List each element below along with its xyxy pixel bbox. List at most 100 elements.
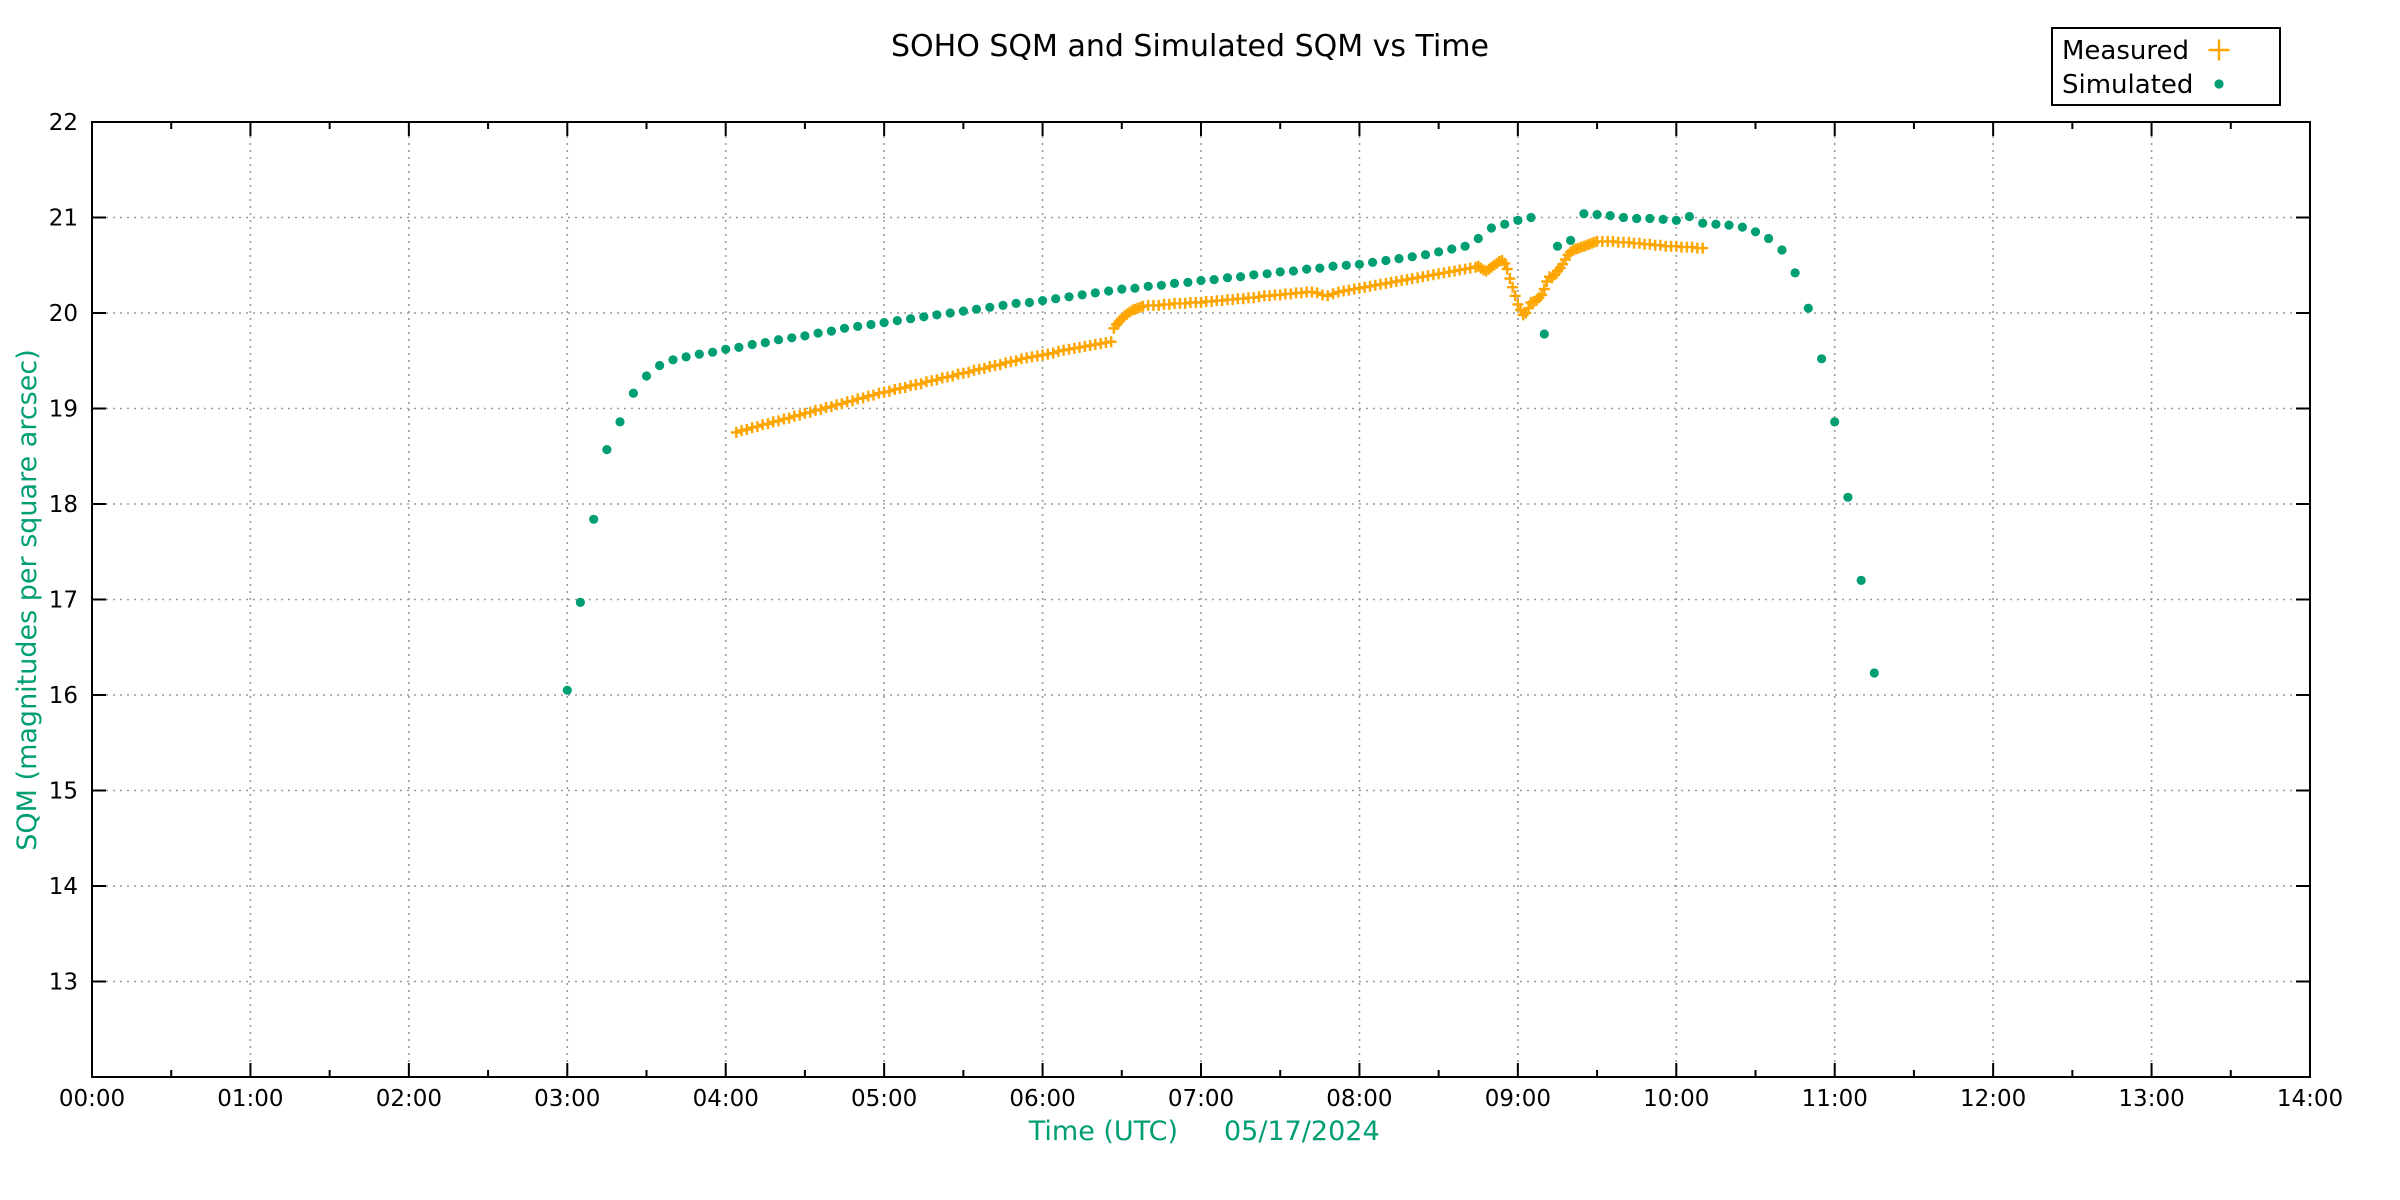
data-point-dot [1513, 215, 1523, 225]
x-axis-date: 05/17/2024 [1224, 1116, 1380, 1147]
data-point-dot [760, 338, 770, 348]
data-point-dot [1500, 219, 1510, 229]
data-point-dot [1684, 211, 1694, 222]
data-point-dot [1539, 329, 1549, 339]
x-tick-label: 09:00 [1485, 1086, 1551, 1112]
data-point-dot [1130, 283, 1140, 293]
data-point-dot [958, 306, 969, 316]
data-point-dot [1368, 257, 1378, 267]
x-tick-label: 07:00 [1168, 1086, 1234, 1112]
x-tick-label: 01:00 [217, 1086, 283, 1112]
data-point-dot [1817, 354, 1827, 364]
tick-labels: 00:00 01:00 02:00 03:00 04:00 05:00 06:00 07:00… [49, 110, 2343, 1112]
data-point-dot [1183, 277, 1193, 287]
y-tick-label: 13 [49, 970, 78, 996]
data-point-dot [1552, 241, 1563, 251]
data-point-dot [932, 310, 942, 320]
y-tick-label: 16 [49, 683, 78, 709]
x-tick-label: 14:00 [2277, 1086, 2343, 1112]
plus-marker-icon [2208, 39, 2230, 61]
y-axis-title: SQM (magnitudes per square arcsec) [12, 349, 43, 850]
legend-marker-measured-plus-icon [2208, 39, 2230, 61]
data-point-dot [589, 514, 599, 524]
data-point-dot [1051, 294, 1061, 304]
data-point-dot [1249, 270, 1259, 280]
data-point-dot [721, 344, 731, 354]
data-point-dot [1236, 272, 1246, 282]
data-point-dot [615, 417, 625, 427]
data-point-dot [1803, 303, 1813, 313]
data-point-dot [1328, 261, 1338, 271]
data-point-dot [1156, 280, 1166, 290]
data-point-dot [1104, 286, 1114, 296]
data-point-dot [1064, 292, 1074, 302]
data-point-dot [971, 304, 982, 314]
data-point-dot [708, 347, 718, 357]
data-point-dot [998, 300, 1008, 310]
data-point-dot [853, 321, 863, 331]
data-point-dot [1711, 219, 1721, 229]
data-point-dot [1869, 668, 1879, 678]
data-point-dot [1750, 227, 1761, 237]
data-point-dot [879, 318, 889, 328]
y-tick-label: 15 [49, 779, 78, 805]
data-point-dot [1275, 267, 1285, 277]
data-point-dot [787, 333, 797, 343]
data-point-dot [1117, 284, 1127, 294]
x-tick-label: 12:00 [1960, 1086, 2026, 1112]
data-point-dot [1394, 254, 1404, 264]
y-tick-label: 21 [49, 206, 78, 232]
data-point-dot [773, 335, 784, 345]
x-axis-title: Time (UTC) [1028, 1116, 1178, 1147]
data-point-dot [1671, 215, 1681, 225]
data-point-dot [1341, 260, 1351, 270]
data-point-dot [906, 314, 916, 324]
data-point-dot [562, 685, 572, 695]
data-point-dot [1169, 278, 1180, 288]
data-point-dot [1843, 492, 1853, 502]
data-point-dot [1315, 263, 1325, 273]
data-point-dot [734, 342, 744, 352]
data-point-dot [1381, 255, 1391, 266]
data-point-dot [945, 308, 955, 318]
data-point-dot [681, 352, 691, 362]
y-tick-label: 14 [49, 874, 78, 900]
data-series [562, 209, 1879, 695]
data-point-dot [628, 388, 639, 398]
data-point-dot [1288, 266, 1298, 276]
y-tick-label: 22 [49, 110, 78, 136]
axis-ticks [91, 121, 2311, 1077]
data-point-dot [892, 316, 902, 326]
chart-title: SOHO SQM and Simulated SQM vs Time [891, 29, 1489, 64]
data-point-dot [1447, 244, 1457, 254]
data-point-dot [1302, 264, 1312, 274]
data-point-dot [1038, 296, 1048, 306]
data-point-dot [1645, 213, 1655, 224]
data-point-dot [813, 328, 823, 338]
x-tick-label: 08:00 [1326, 1086, 1392, 1112]
data-point-dot [1143, 281, 1153, 291]
data-point-dot [1618, 212, 1629, 223]
data-point-dot [1420, 250, 1431, 260]
data-point-dot [1090, 288, 1100, 298]
x-tick-label: 00:00 [59, 1086, 125, 1112]
x-tick-label: 04:00 [693, 1086, 759, 1112]
data-point-dot [866, 319, 876, 330]
x-tick-label: 11:00 [1802, 1086, 1868, 1112]
data-point-dot [826, 326, 837, 336]
data-point-dot [1434, 247, 1444, 257]
legend: Measured Simulated [2051, 27, 2281, 106]
data-point-dot [1077, 290, 1087, 300]
data-point-dot [985, 302, 995, 312]
data-point-dot [575, 597, 586, 608]
data-point-dot [1764, 233, 1774, 244]
data-point-dot [641, 371, 652, 381]
data-point-dot [1579, 209, 1589, 219]
legend-label-measured: Measured [2062, 36, 2189, 66]
legend-label-simulated: Simulated [2062, 70, 2193, 100]
data-point-dot [1737, 222, 1747, 232]
data-point-dot [1526, 212, 1536, 223]
data-point-dot [694, 349, 704, 359]
data-point-dot [1011, 298, 1021, 308]
